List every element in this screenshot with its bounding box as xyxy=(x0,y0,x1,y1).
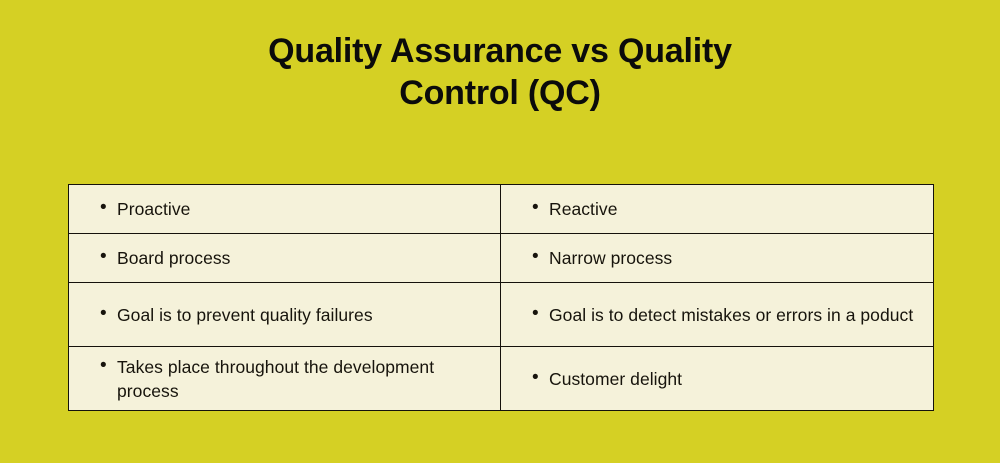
comparison-table-container: • Proactive • Reactive • xyxy=(68,184,934,411)
bullet-icon: • xyxy=(100,302,107,324)
table-row: • Board process • Narrow process xyxy=(68,233,934,283)
table-cell-qa-3: • Goal is to prevent quality failures xyxy=(68,282,501,347)
cell-text: Takes place throughout the development p… xyxy=(117,356,435,401)
cell-text: Proactive xyxy=(117,199,191,219)
table-cell-qa-1: • Proactive xyxy=(68,184,501,234)
table-row: • Takes place throughout the development… xyxy=(68,346,934,411)
cell-text: Goal is to prevent quality failures xyxy=(117,304,373,325)
table-cell-qc-1: • Reactive xyxy=(500,184,934,234)
table-cell-qc-2: • Narrow process xyxy=(500,233,934,283)
cell-text: Board process xyxy=(117,248,231,268)
bullet-icon: • xyxy=(100,197,107,218)
bullet-icon: • xyxy=(532,197,539,218)
page-title-line-1: Quality Assurance vs Quality xyxy=(268,32,732,70)
table-row: • Goal is to prevent quality failures • … xyxy=(68,282,934,347)
table-cell-qc-3: • Goal is to detect mistakes or errors i… xyxy=(500,282,934,347)
cell-text: Goal is to detect mistakes or errors in … xyxy=(549,304,914,325)
bullet-icon: • xyxy=(532,366,539,388)
table-cell-qc-4: • Customer delight xyxy=(500,346,934,411)
page-title: Quality Assurance vs Quality Control (QC… xyxy=(0,30,1000,114)
bullet-icon: • xyxy=(532,302,539,324)
bullet-icon: • xyxy=(100,246,107,267)
page-title-line-2: Control (QC) xyxy=(399,74,601,112)
table-cell-qa-4: • Takes place throughout the development… xyxy=(68,346,501,411)
table-row: • Proactive • Reactive xyxy=(68,184,934,234)
bullet-icon: • xyxy=(100,354,107,376)
cell-text: Customer delight xyxy=(549,368,683,389)
cell-text: Reactive xyxy=(549,199,618,219)
bullet-icon: • xyxy=(532,246,539,267)
comparison-table: • Proactive • Reactive • xyxy=(68,184,934,411)
table-cell-qa-2: • Board process xyxy=(68,233,501,283)
cell-text: Narrow process xyxy=(549,248,673,268)
